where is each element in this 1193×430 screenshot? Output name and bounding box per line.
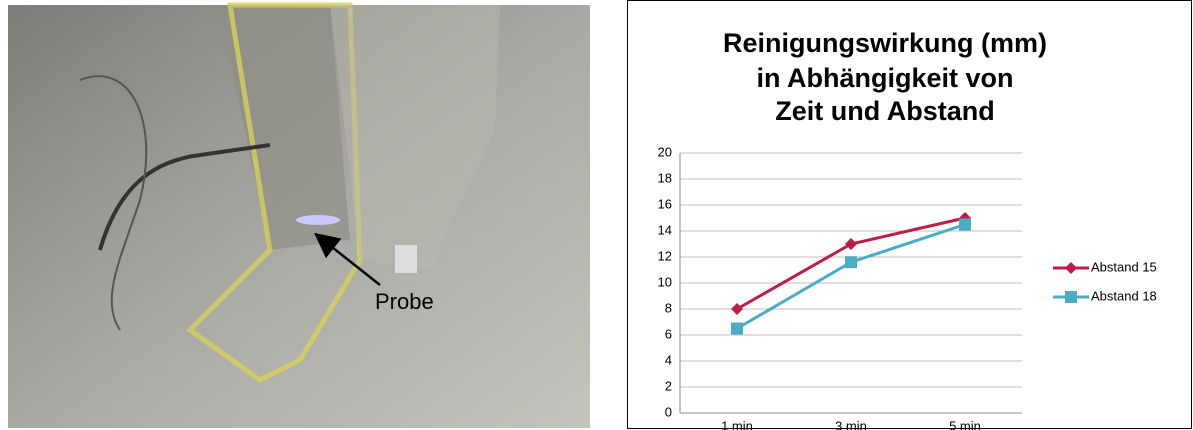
x-tick-label: 1 min: [721, 418, 753, 430]
chart-title: Zeit und Abstand: [775, 96, 994, 126]
y-tick-label: 6: [665, 326, 672, 341]
page: Probe Reinigungswirkung (mm) in Abhängig…: [0, 0, 1193, 430]
y-tick-label: 14: [658, 222, 672, 237]
y-tick-label: 4: [665, 352, 672, 367]
y-tick-label: 18: [658, 170, 672, 185]
point: [959, 219, 971, 231]
y-tick-label: 2: [665, 378, 672, 393]
x-tick-label: 5 min: [949, 418, 981, 430]
photo: Probe: [8, 5, 590, 428]
y-tick-label: 0: [665, 404, 672, 419]
photo-label: Probe: [375, 289, 434, 314]
photo-block: [395, 245, 417, 273]
y-tick-label: 16: [658, 196, 672, 211]
legend-label: Abstand 18: [1091, 288, 1157, 303]
legend-label: Abstand 15: [1091, 259, 1157, 274]
point: [731, 323, 743, 335]
chart-title: in Abhängigkeit von: [756, 63, 1013, 93]
legend-marker: [1065, 291, 1077, 303]
chart-title: Reinigungswirkung (mm): [723, 28, 1047, 58]
y-tick-label: 20: [658, 144, 672, 159]
y-tick-label: 8: [665, 300, 672, 315]
point: [845, 256, 857, 268]
y-tick-label: 10: [658, 274, 672, 289]
x-tick-label: 3 min: [835, 418, 867, 430]
photo-light: [296, 215, 340, 225]
y-tick-label: 12: [658, 248, 672, 263]
